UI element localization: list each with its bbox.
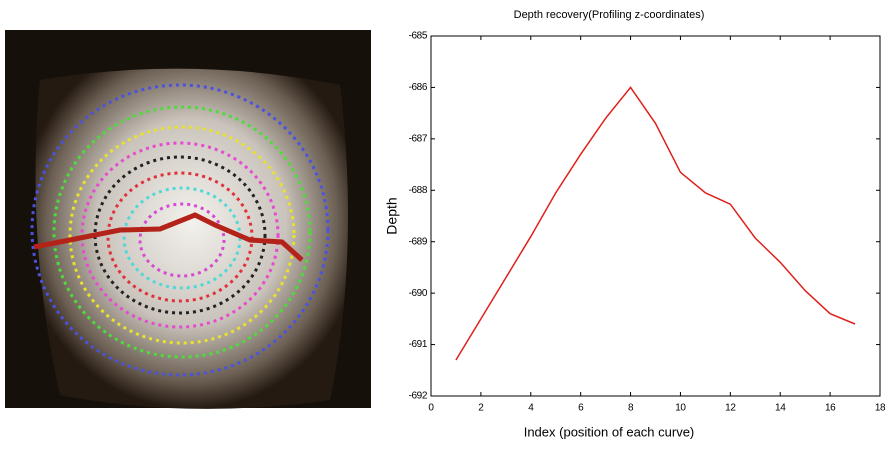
x-tick-label: 14 (775, 403, 786, 414)
chart-title: Depth recovery(Profiling z-coordinates) (514, 9, 705, 21)
x-tick-label: 8 (628, 403, 634, 414)
y-tick-label: -689 (409, 236, 428, 247)
plot-frame (430, 35, 881, 397)
y-tick-label: -690 (409, 288, 428, 299)
x-tick-label: 10 (675, 403, 686, 414)
x-tick-label: 18 (875, 403, 886, 414)
x-axis-label: Index (position of each curve) (524, 424, 695, 439)
data-line (455, 86, 856, 361)
x-tick-label: 4 (528, 403, 534, 414)
y-tick-label: -692 (409, 391, 428, 402)
y-tick-label: -691 (409, 339, 428, 350)
y-tick-label: -686 (409, 82, 428, 93)
y-tick-label: -687 (409, 133, 428, 144)
photo (5, 30, 371, 409)
x-tick-label: 2 (478, 403, 484, 414)
x-tick-label: 0 (428, 403, 434, 414)
x-tick-label: 6 (578, 403, 584, 414)
y-tick-label: -685 (409, 31, 428, 42)
line-chart: Depth recovery(Profiling z-coordinates) … (384, 9, 887, 440)
y-tick-label: -688 (409, 185, 428, 196)
x-tick-label: 16 (825, 403, 836, 414)
x-tick-label: 12 (725, 403, 736, 414)
y-axis-label: Depth (384, 197, 400, 234)
